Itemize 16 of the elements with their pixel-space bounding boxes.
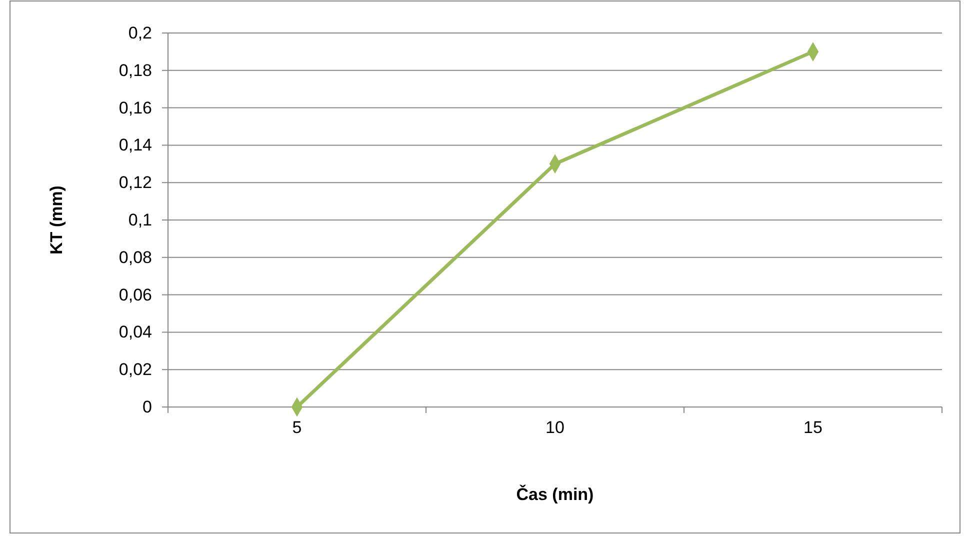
y-tick-label: 0,2: [128, 23, 152, 42]
y-tick-label: 0,12: [118, 173, 152, 192]
x-tick-label: 10: [546, 418, 564, 438]
x-tick-label: 5: [292, 418, 302, 438]
y-tick-label: 0,14: [118, 136, 152, 155]
y-tick-label: 0,16: [118, 98, 152, 118]
y-axis-title: KT (mm): [47, 186, 66, 254]
y-tick-label: 0: [142, 397, 152, 416]
y-tick-label: 0,02: [118, 360, 152, 380]
y-tick-label: 0,04: [118, 322, 152, 342]
y-tick-label: 0,08: [118, 248, 152, 267]
y-tick-label: 0,18: [118, 60, 152, 80]
x-tick-label: 15: [804, 418, 822, 438]
x-axis-title: Čas (min): [516, 484, 594, 504]
y-tick-label: 0,1: [128, 210, 152, 230]
y-tick-label: 0,06: [118, 285, 152, 304]
